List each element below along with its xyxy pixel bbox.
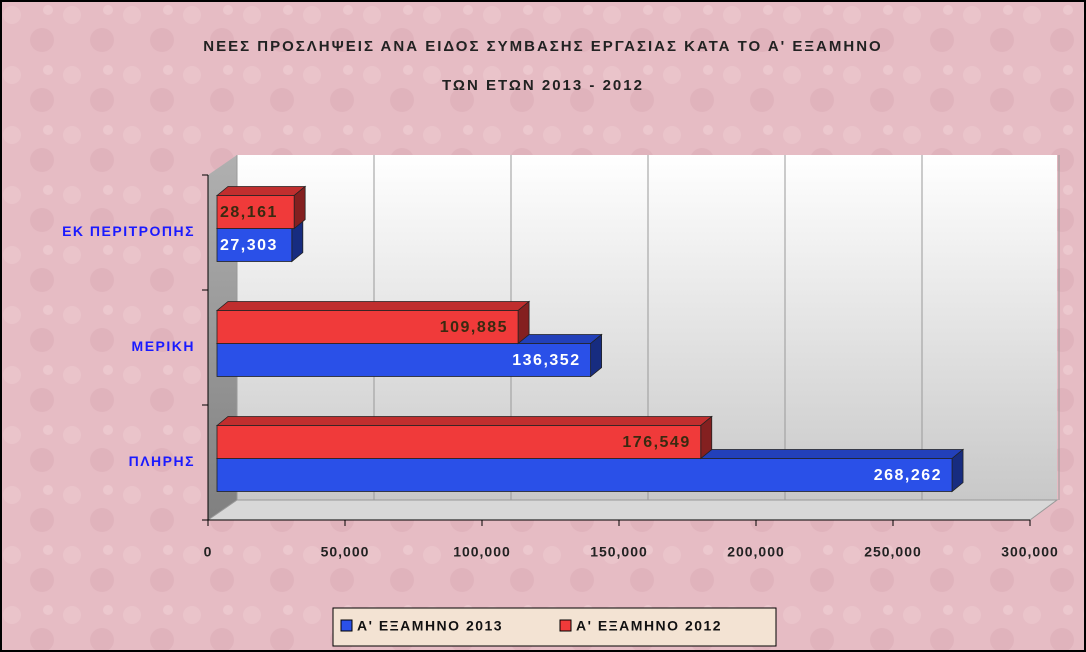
data-label: 176,549 <box>622 434 690 451</box>
bar-top <box>215 416 713 426</box>
bar <box>216 425 702 459</box>
bar <box>216 195 295 229</box>
legend <box>332 607 777 647</box>
bar-top <box>215 301 531 311</box>
data-label: 136,352 <box>512 352 580 369</box>
x-tick-label: 300,000 <box>1001 544 1059 560</box>
bar <box>216 458 953 492</box>
legend-label: Α' ΕΞΑΜΗΝΟ 2013 <box>357 618 503 634</box>
x-tick-label: 250,000 <box>864 544 922 560</box>
x-tick-label: 50,000 <box>321 544 370 560</box>
chart-title: ΝΕΕΣ ΠΡΟΣΛΗΨΕΙΣ ΑΝΑ ΕΙΔΟΣ ΣΥΜΒΑΣΗΣ ΕΡΓΑΣ… <box>203 38 882 55</box>
y-tick-label: ΜΕΡΙΚΗ <box>132 338 195 354</box>
legend-swatch <box>340 619 353 632</box>
bar <box>216 310 519 344</box>
data-label: 27,303 <box>220 237 278 254</box>
chart-title: ΤΩΝ ΕΤΩΝ 2013 - 2012 <box>442 77 644 94</box>
data-label: 268,262 <box>874 467 942 484</box>
x-tick-label: 100,000 <box>453 544 511 560</box>
x-tick-label: 200,000 <box>727 544 785 560</box>
y-tick-label: ΠΛΗΡΗΣ <box>129 453 195 469</box>
back-wall <box>237 155 1057 500</box>
bar-top <box>215 186 307 196</box>
category-ticks <box>202 174 208 521</box>
data-label: 109,885 <box>440 319 508 336</box>
data-label: 28,161 <box>220 204 278 221</box>
bar <box>216 343 592 377</box>
y-tick-label: ΕΚ ΠΕΡΙΤΡΟΠΗΣ <box>62 223 195 239</box>
x-tick-label: 150,000 <box>590 544 648 560</box>
x-tick-label: 0 <box>204 544 213 560</box>
legend-label: Α' ΕΞΑΜΗΝΟ 2012 <box>576 618 722 634</box>
floor <box>206 499 1059 521</box>
legend-swatch <box>559 619 572 632</box>
bar <box>216 228 293 262</box>
